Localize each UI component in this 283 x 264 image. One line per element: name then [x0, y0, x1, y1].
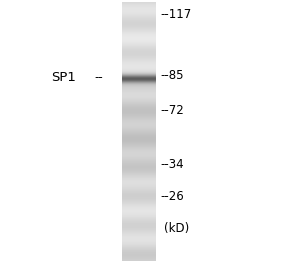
Text: --85: --85 — [160, 69, 183, 82]
Text: --34: --34 — [160, 158, 183, 172]
Text: --: -- — [95, 71, 103, 84]
Text: SP1: SP1 — [52, 71, 76, 84]
Text: (kD): (kD) — [164, 222, 189, 235]
Text: --72: --72 — [160, 104, 184, 117]
Text: --26: --26 — [160, 190, 184, 203]
Text: --117: --117 — [160, 8, 191, 21]
